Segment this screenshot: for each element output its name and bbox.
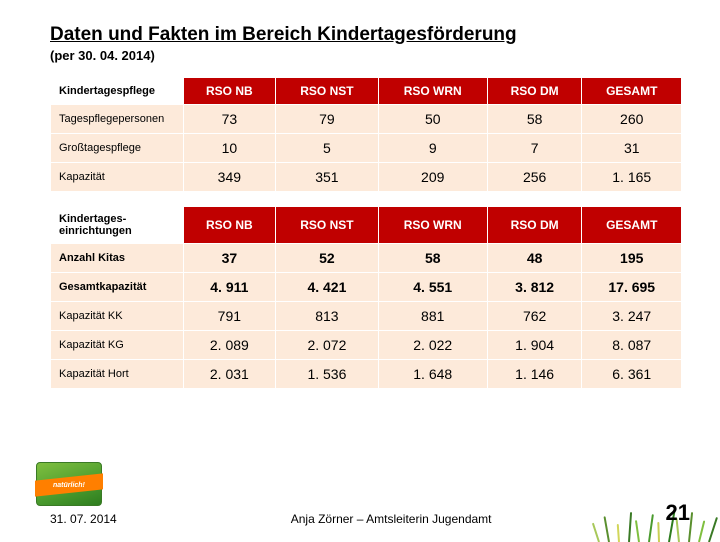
grass-blade	[708, 517, 718, 542]
table-row-label: Kapazität KG	[51, 331, 184, 360]
table-cell: 50	[378, 105, 487, 134]
table-cell: 881	[378, 302, 487, 331]
table-row: Großtagespflege1059731	[51, 134, 682, 163]
table-column-header: RSO NST	[276, 78, 378, 105]
table-row-label: Kapazität KK	[51, 302, 184, 331]
table-row-label: Kapazität Hort	[51, 360, 184, 389]
table-column-header: RSO DM	[487, 207, 582, 244]
table-kindertagespflege: KindertagespflegeRSO NBRSO NSTRSO WRNRSO…	[50, 77, 682, 192]
table-column-header: RSO NB	[183, 78, 276, 105]
logo-banner-text: natürlich!	[53, 482, 85, 489]
footer-page-number: 21	[666, 500, 690, 526]
table-row: Kapazität3493512092561. 165	[51, 163, 682, 192]
table-cell: 3. 812	[487, 273, 582, 302]
table-cell: 1. 536	[276, 360, 378, 389]
table-row: Kapazität KK7918138817623. 247	[51, 302, 682, 331]
table-cell: 2. 031	[183, 360, 276, 389]
table-cell: 2. 089	[183, 331, 276, 360]
table-column-header: RSO DM	[487, 78, 582, 105]
table-cell: 2. 072	[276, 331, 378, 360]
table-row-label: Großtagespflege	[51, 134, 184, 163]
table-cell: 351	[276, 163, 378, 192]
table-cell: 2. 022	[378, 331, 487, 360]
table-cell: 762	[487, 302, 582, 331]
footer-credit: Anja Zörner – Amtsleiterin Jugendamt	[291, 512, 492, 526]
table-cell: 79	[276, 105, 378, 134]
page-title: Daten und Fakten im Bereich Kindertagesf…	[50, 24, 682, 46]
table-row: Kapazität KG2. 0892. 0722. 0221. 9048. 0…	[51, 331, 682, 360]
table-column-header: GESAMT	[582, 78, 682, 105]
table-cell: 4. 911	[183, 273, 276, 302]
table-cell: 7	[487, 134, 582, 163]
page-subtitle: (per 30. 04. 2014)	[50, 48, 682, 63]
table-cell: 260	[582, 105, 682, 134]
table-corner-label: Kindertages- einrichtungen	[51, 207, 184, 244]
slide: Daten und Fakten im Bereich Kindertagesf…	[0, 0, 720, 540]
table-cell: 37	[183, 244, 276, 273]
table-row: Anzahl Kitas37525848195	[51, 244, 682, 273]
footer: 31. 07. 2014 Anja Zörner – Amtsleiterin …	[50, 500, 690, 526]
table-cell: 10	[183, 134, 276, 163]
table-cell: 349	[183, 163, 276, 192]
table-cell: 195	[582, 244, 682, 273]
table-kindertageseinrichtungen: Kindertages- einrichtungenRSO NBRSO NSTR…	[50, 206, 682, 389]
table-cell: 3. 247	[582, 302, 682, 331]
table-cell: 1. 904	[487, 331, 582, 360]
table-cell: 17. 695	[582, 273, 682, 302]
table-cell: 4. 421	[276, 273, 378, 302]
table-cell: 73	[183, 105, 276, 134]
grass-blade	[617, 524, 620, 542]
grass-blade	[698, 520, 705, 542]
table-cell: 1. 146	[487, 360, 582, 389]
table-cell: 52	[276, 244, 378, 273]
table-cell: 8. 087	[582, 331, 682, 360]
table-row-label: Anzahl Kitas	[51, 244, 184, 273]
table-cell: 48	[487, 244, 582, 273]
table-row-label: Tagespflegepersonen	[51, 105, 184, 134]
table-cell: 5	[276, 134, 378, 163]
table-cell: 58	[378, 244, 487, 273]
table-cell: 256	[487, 163, 582, 192]
table-corner-label: Kindertagespflege	[51, 78, 184, 105]
table-cell: 813	[276, 302, 378, 331]
table-cell: 1. 648	[378, 360, 487, 389]
table-row: Kapazität Hort2. 0311. 5361. 6481. 1466.…	[51, 360, 682, 389]
table-row-label: Kapazität	[51, 163, 184, 192]
table-column-header: RSO WRN	[378, 207, 487, 244]
table-row-label: Gesamtkapazität	[51, 273, 184, 302]
table-cell: 791	[183, 302, 276, 331]
table-cell: 1. 165	[582, 163, 682, 192]
table-row: Gesamtkapazität4. 9114. 4214. 5513. 8121…	[51, 273, 682, 302]
table-column-header: RSO WRN	[378, 78, 487, 105]
table-column-header: RSO NST	[276, 207, 378, 244]
table-cell: 4. 551	[378, 273, 487, 302]
table-row: Tagespflegepersonen73795058260	[51, 105, 682, 134]
table-cell: 31	[582, 134, 682, 163]
table-column-header: RSO NB	[183, 207, 276, 244]
table-cell: 6. 361	[582, 360, 682, 389]
table-cell: 9	[378, 134, 487, 163]
table-cell: 58	[487, 105, 582, 134]
table-column-header: GESAMT	[582, 207, 682, 244]
footer-date: 31. 07. 2014	[50, 512, 117, 526]
table-cell: 209	[378, 163, 487, 192]
